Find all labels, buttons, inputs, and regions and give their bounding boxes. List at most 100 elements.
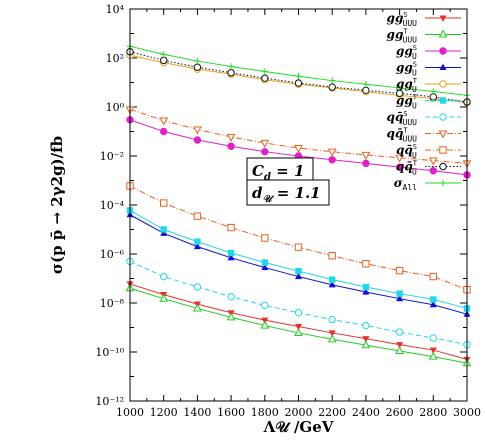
y-tick-label: 10⁻¹² (95, 395, 124, 408)
data-point (439, 113, 447, 121)
series-3 (126, 116, 471, 179)
x-tick-labels: 1000 1200 1400 1600 1800 2000 2200 2400 2600 2800… (116, 406, 481, 419)
legend-label: qq̄T U (396, 160, 418, 177)
series-11 (126, 43, 471, 99)
y-tick-label: 10⁰ (106, 101, 125, 114)
data-point (361, 151, 371, 160)
data-point (294, 323, 303, 331)
data-point (327, 334, 337, 343)
data-point (395, 346, 404, 355)
data-point (294, 145, 303, 153)
data-point (193, 283, 202, 291)
x-tick-label: 2600 (386, 406, 414, 419)
y-axis-title: σ(p p̄ → 2γ2g)/fb (48, 136, 66, 274)
legend-label: ggS U (396, 44, 417, 61)
legend-item: ggS U (396, 44, 461, 61)
data-point (396, 290, 403, 297)
data-point (430, 88, 437, 95)
data-point (160, 199, 168, 207)
data-point (227, 69, 235, 77)
x-tick-label: 1400 (183, 406, 211, 419)
data-point (329, 77, 336, 84)
legend-item: σAll (394, 176, 461, 192)
data-point (428, 351, 438, 360)
data-point (160, 56, 168, 65)
x-tick-label: 2800 (419, 406, 447, 419)
legend-label: qq̄T UUU (387, 127, 418, 144)
data-point (328, 252, 336, 260)
data-point (328, 330, 336, 337)
data-point (261, 301, 269, 310)
legend-item: ggS U (396, 61, 461, 78)
data-point (328, 315, 336, 324)
plot-frame (129, 8, 468, 402)
data-point (193, 63, 202, 71)
x-axis-title: Λ𝒰 /GeV (263, 418, 334, 436)
data-point (396, 84, 403, 92)
data-point (227, 249, 235, 257)
legend-label: ggT U (396, 94, 418, 111)
data-point (429, 347, 437, 354)
data-point (194, 57, 201, 65)
series-2 (125, 283, 472, 367)
y-tick-label: 10⁻² (100, 150, 124, 163)
data-point (396, 342, 404, 349)
data-point (362, 283, 370, 291)
y-tick-label: 10² (106, 52, 124, 65)
legend-label: ggS UUU (387, 11, 418, 28)
annotation-box: Cd = 1 (246, 157, 314, 184)
data-point (329, 276, 336, 283)
data-point (294, 79, 303, 87)
series-line (129, 210, 468, 309)
data-point (429, 272, 438, 281)
data-point (430, 296, 437, 303)
data-point (227, 223, 235, 232)
data-point (160, 226, 167, 233)
data-point (159, 117, 169, 126)
data-point (226, 133, 236, 142)
y-tick-label: 10⁻¹⁰ (95, 346, 124, 359)
series-8 (125, 106, 472, 169)
data-point (362, 86, 370, 95)
legend-label: ggT U (396, 77, 418, 94)
data-point (227, 63, 235, 70)
data-point (395, 163, 404, 171)
data-point (294, 272, 303, 280)
legend-item: ggT U (396, 77, 461, 94)
series-group (125, 43, 472, 367)
data-point (194, 238, 201, 245)
data-point (261, 259, 268, 266)
data-point (226, 312, 236, 321)
y-tick-labels: 10⁻¹² 10⁻¹⁰ 10⁻⁸ 10⁻⁶ 10⁻⁴ 10⁻² 10⁰ 10² 10⁴ (95, 3, 124, 408)
data-point (328, 281, 336, 288)
data-point (362, 336, 370, 343)
data-point (439, 146, 447, 154)
data-point (395, 154, 404, 163)
data-point (362, 159, 370, 168)
data-point (261, 74, 269, 82)
data-point (438, 29, 448, 38)
data-point (193, 212, 202, 220)
data-point (439, 97, 447, 104)
data-point (261, 263, 269, 271)
data-point (193, 242, 201, 250)
y-tick-label: 10⁻⁶ (100, 248, 125, 261)
legend-label: qq̄S UUU (387, 110, 418, 127)
data-point (261, 234, 269, 242)
data-point (362, 288, 370, 295)
x-tick-label: 1800 (251, 406, 279, 419)
data-point (439, 15, 447, 22)
data-point (361, 340, 371, 349)
data-point (439, 47, 447, 55)
legend-item: qq̄T U (396, 160, 461, 177)
data-point (439, 63, 447, 71)
x-tick-label: 2200 (318, 406, 346, 419)
data-point (429, 167, 437, 175)
data-point (261, 68, 268, 75)
legend-item: ggT UUU (387, 28, 461, 45)
data-point (193, 303, 202, 312)
data-point (193, 126, 202, 135)
data-point (295, 73, 302, 80)
x-tick-label: 1200 (150, 406, 178, 419)
